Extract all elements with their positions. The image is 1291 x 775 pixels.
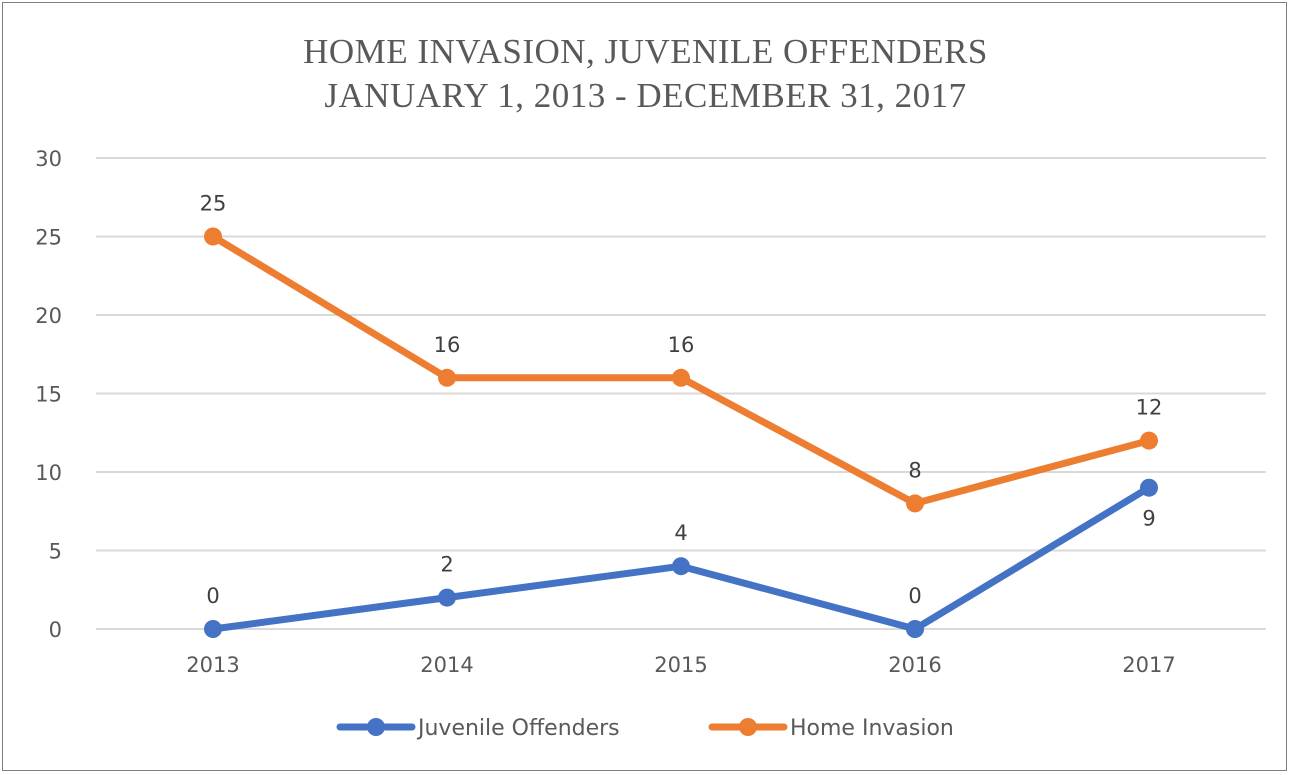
data-label-home-invasion: 16 xyxy=(434,333,461,357)
data-label-home-invasion: 16 xyxy=(668,333,695,357)
data-label-juvenile-offenders: 0 xyxy=(206,584,219,608)
legend-marker-juvenile-offenders xyxy=(367,718,385,736)
chart-title: HOME INVASION, JUVENILE OFFENDERS JANUAR… xyxy=(0,30,1291,118)
y-tick-label: 0 xyxy=(49,618,62,642)
legend-label-home-invasion: Home Invasion xyxy=(790,716,954,741)
data-point-juvenile-offenders xyxy=(906,620,924,638)
data-label-juvenile-offenders: 4 xyxy=(674,521,687,545)
legend-marker-home-invasion xyxy=(739,718,757,736)
y-tick-label: 10 xyxy=(35,461,62,485)
x-tick-label: 2016 xyxy=(888,653,941,677)
y-tick-label: 5 xyxy=(49,540,62,564)
data-point-juvenile-offenders xyxy=(204,620,222,638)
data-point-juvenile-offenders xyxy=(1140,478,1158,497)
x-tick-label: 2014 xyxy=(420,653,473,677)
data-point-juvenile-offenders xyxy=(672,557,690,576)
y-tick-label: 20 xyxy=(35,304,62,328)
x-tick-label: 2015 xyxy=(654,653,707,677)
y-tick-label: 15 xyxy=(35,383,62,407)
x-tick-label: 2017 xyxy=(1122,653,1175,677)
data-label-juvenile-offenders: 2 xyxy=(440,553,453,577)
data-label-home-invasion: 25 xyxy=(200,192,227,216)
x-axis-ticks: 2013 2014 2015 2016 2017 xyxy=(186,653,1175,677)
series: 0 2 4 0 9 25 16 16 8 12 xyxy=(200,192,1163,638)
chart-title-line-2: JANUARY 1, 2013 - DECEMBER 31, 2017 xyxy=(324,76,967,115)
data-point-juvenile-offenders xyxy=(438,588,456,607)
data-label-juvenile-offenders: 9 xyxy=(1142,507,1155,531)
data-point-home-invasion xyxy=(438,368,456,387)
x-tick-label: 2013 xyxy=(186,653,239,677)
y-tick-label: 30 xyxy=(35,147,62,171)
legend: Juvenile Offenders Home Invasion xyxy=(336,716,954,741)
chart-title-line-1: HOME INVASION, JUVENILE OFFENDERS xyxy=(303,32,988,71)
data-point-home-invasion xyxy=(1140,431,1158,450)
data-point-home-invasion xyxy=(204,227,222,246)
data-point-home-invasion xyxy=(906,494,924,513)
data-label-home-invasion: 8 xyxy=(908,458,921,482)
data-label-home-invasion: 12 xyxy=(1136,396,1163,420)
gridlines xyxy=(96,157,1266,630)
data-label-juvenile-offenders: 0 xyxy=(908,584,921,608)
legend-label-juvenile-offenders: Juvenile Offenders xyxy=(416,716,620,741)
y-tick-label: 25 xyxy=(35,226,62,250)
y-axis-ticks: 0 5 10 15 20 25 30 xyxy=(35,147,62,642)
data-point-home-invasion xyxy=(672,368,690,387)
